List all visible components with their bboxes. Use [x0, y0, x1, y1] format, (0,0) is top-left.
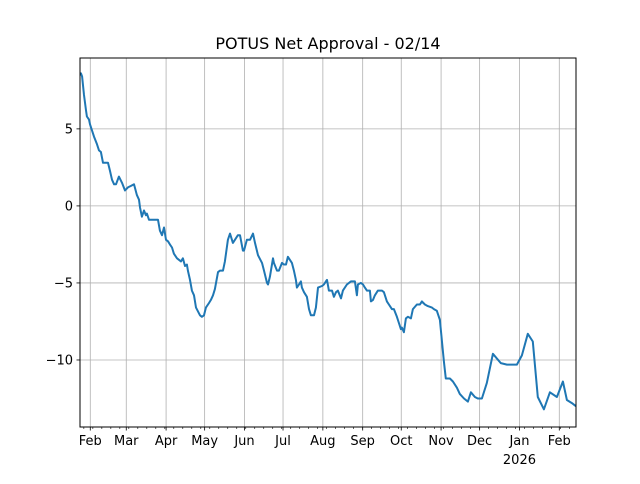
x-tick-label: Sep	[350, 434, 375, 449]
y-tick-label: 5	[65, 122, 73, 137]
axes-frame	[79, 57, 577, 428]
x-tick-label: Jun	[233, 434, 254, 449]
x-tick-label: Aug	[310, 434, 335, 449]
x-tick-label: May	[191, 434, 218, 449]
x-tick-label: Dec	[467, 434, 492, 449]
y-tick-label: 0	[65, 199, 73, 214]
chart-title: POTUS Net Approval - 02/14	[215, 34, 440, 53]
x-tick-label: Oct	[390, 434, 412, 449]
axes: 5 0 −5 −10 Feb Mar Apr May Jun Jul Aug Sep Oct Nov Dec…	[46, 57, 577, 468]
series-line-net-approval	[80, 72, 577, 411]
y-tick-label: −10	[46, 353, 73, 368]
x-tick-label: Jul	[274, 434, 291, 449]
x-tick-label: Nov	[428, 434, 454, 449]
x-tick-label: Feb	[548, 434, 571, 449]
y-tick-label: −5	[54, 276, 73, 291]
x-tick-label: Feb	[79, 434, 102, 449]
x-tick-sublabel: 2026	[503, 453, 536, 468]
x-tick-label: Apr	[155, 434, 178, 449]
plot-area	[80, 72, 577, 411]
x-tick-label: Jan	[508, 434, 529, 449]
x-tick-label: Mar	[114, 434, 139, 449]
